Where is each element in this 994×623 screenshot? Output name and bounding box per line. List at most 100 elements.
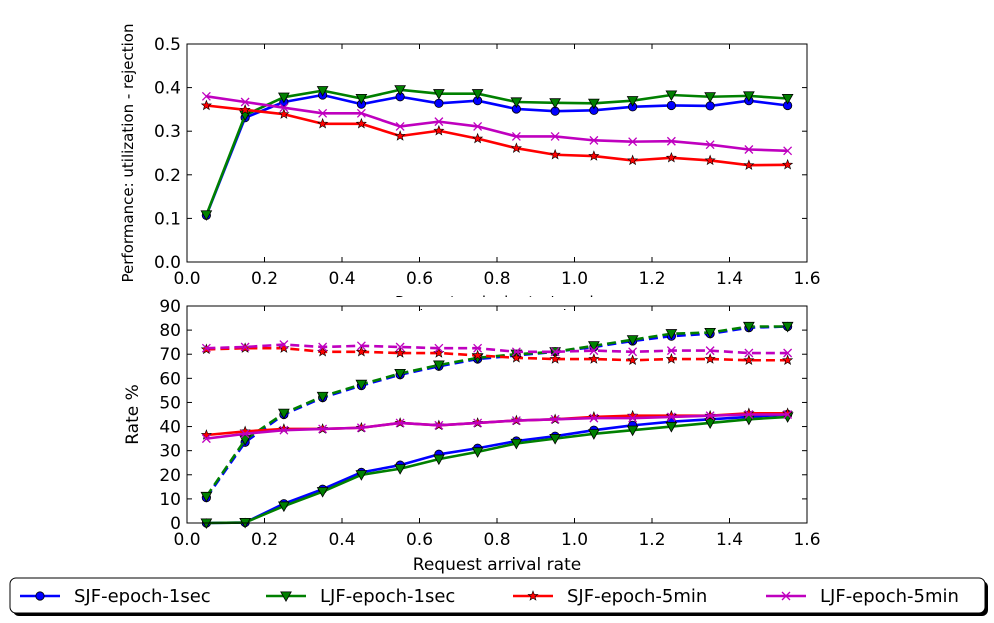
- data-point-LJF-epoch-1sec: [742, 321, 755, 333]
- data-point-LJF-epoch-5min: [705, 140, 715, 150]
- data-point-LJF-epoch-5min: [356, 108, 366, 118]
- series-group: [200, 85, 794, 221]
- data-point-LJF-epoch-5min: [395, 418, 405, 428]
- series-line-SJF-epoch-1sec-solid: [206, 413, 788, 525]
- y-tick-label: 50: [159, 393, 181, 413]
- data-point-SJF-epoch-5min: [317, 117, 329, 129]
- x-tick-label: 1.6: [793, 269, 820, 289]
- data-point-LJF-epoch-5min: [628, 137, 638, 147]
- data-point-LJF-epoch-5min: [473, 418, 483, 428]
- data-point-LJF-epoch-5min: [511, 131, 521, 141]
- legend-marker: [280, 591, 292, 603]
- data-point-LJF-epoch-5min: [201, 343, 211, 353]
- y-tick-label: 80: [159, 321, 181, 341]
- y-tick-label: 0.2: [154, 166, 181, 186]
- x-tick-label: 1.0: [561, 269, 588, 289]
- data-point-LJF-epoch-1sec: [781, 321, 794, 333]
- x-tick-label: 1.0: [561, 530, 588, 550]
- data-point-LJF-epoch-1sec: [665, 421, 678, 433]
- legend-marker: [527, 590, 539, 601]
- data-point-LJF-epoch-1sec: [742, 91, 755, 102]
- data-point-LJF-epoch-5min: [279, 340, 289, 350]
- data-point-LJF-epoch-1sec: [355, 470, 368, 481]
- data-point-SJF-epoch-5min: [782, 354, 794, 365]
- data-point-LJF-epoch-1sec: [549, 434, 562, 445]
- data-point-LJF-epoch-5min: [201, 91, 211, 101]
- data-point-SJF-epoch-5min: [355, 345, 367, 357]
- y-tick-label: 60: [159, 369, 181, 389]
- data-point-LJF-epoch-1sec: [665, 90, 678, 102]
- data-point-LJF-epoch-1sec: [277, 408, 290, 420]
- data-point-LJF-epoch-5min: [550, 347, 560, 357]
- data-point-LJF-epoch-5min: [318, 108, 328, 118]
- data-point-SJF-epoch-5min: [200, 429, 212, 440]
- x-tick-label: 0.6: [406, 530, 433, 550]
- legend-label: SJF-epoch-1sec: [74, 586, 211, 607]
- data-point-LJF-epoch-5min: [395, 342, 405, 352]
- x-tick-label: 0.6: [406, 269, 433, 289]
- data-point-LJF-epoch-1sec: [704, 327, 717, 339]
- data-point-SJF-epoch-5min: [588, 353, 600, 364]
- x-tick-label: 0.8: [483, 269, 510, 289]
- data-point-SJF-epoch-5min: [472, 132, 484, 144]
- data-point-LJF-epoch-5min: [201, 434, 211, 444]
- data-point-LJF-epoch-5min: [511, 416, 521, 425]
- data-point-LJF-epoch-5min: [473, 343, 483, 353]
- y-tick-label: 0.5: [154, 35, 181, 55]
- data-point-LJF-epoch-5min: [356, 341, 366, 351]
- data-point-SJF-epoch-5min: [743, 159, 755, 170]
- data-point-LJF-epoch-5min: [434, 420, 444, 430]
- data-point-SJF-epoch-5min: [472, 349, 484, 361]
- legend-box: [9, 577, 986, 614]
- y-tick-label: 90: [159, 297, 181, 317]
- data-point-LJF-epoch-5min: [434, 117, 444, 127]
- data-point-LJF-epoch-5min: [744, 348, 754, 358]
- data-point-LJF-epoch-5min: [511, 347, 521, 357]
- x-tick-label: 1.4: [716, 530, 743, 550]
- data-point-LJF-epoch-1sec: [200, 491, 213, 503]
- series-line-SJF-epoch-5min-solid: [206, 104, 788, 167]
- series-line-LJF-epoch-5min-solid: [206, 413, 788, 440]
- data-point-SJF-epoch-5min: [394, 347, 406, 358]
- overlap-mask: [180, 297, 820, 309]
- data-point-LJF-epoch-5min: [783, 146, 793, 156]
- data-point-SJF-epoch-5min: [704, 154, 716, 166]
- series-line-LJF-epoch-5min-solid: [206, 95, 788, 153]
- y-axis-title: Performance: utilization - rejection: [119, 24, 137, 283]
- data-point-LJF-epoch-1sec: [355, 93, 368, 105]
- data-point-LJF-epoch-5min: [434, 343, 444, 353]
- x-tick-label: 0.8: [483, 530, 510, 550]
- data-point-LJF-epoch-1sec: [316, 487, 329, 498]
- data-point-LJF-epoch-1sec: [432, 89, 445, 100]
- top-chart: 0.0 0.2 0.4 0.6 0.8 1.0 1.2 1.4 1.6 0.0 0.1 0.2 0.3 0…: [119, 24, 821, 311]
- data-point-SJF-epoch-5min: [588, 150, 600, 161]
- data-point-LJF-epoch-1sec: [587, 429, 600, 440]
- legend-label: LJF-epoch-1sec: [320, 586, 455, 607]
- data-point-SJF-epoch-5min: [510, 142, 522, 153]
- data-point-SJF-epoch-5min: [704, 353, 716, 364]
- data-point-LJF-epoch-5min: [279, 425, 289, 435]
- data-point-SJF-epoch-5min: [627, 154, 639, 166]
- y-tick-label: 0.0: [154, 253, 181, 273]
- data-point-LJF-epoch-1sec: [200, 210, 213, 221]
- data-point-LJF-epoch-1sec: [316, 391, 329, 403]
- data-point-LJF-epoch-1sec: [277, 92, 290, 104]
- data-point-SJF-epoch-5min: [782, 158, 794, 170]
- data-point-SJF-epoch-5min: [278, 342, 290, 353]
- data-point-LJF-epoch-5min: [744, 145, 754, 154]
- data-point-SJF-epoch-5min: [278, 108, 290, 119]
- data-point-LJF-epoch-1sec: [626, 96, 639, 107]
- y-tick-label: 20: [159, 466, 181, 486]
- legend-label: SJF-epoch-5min: [567, 586, 707, 607]
- series-line-SJF-epoch-1sec-dashed: [205, 325, 788, 499]
- data-point-LJF-epoch-1sec: [665, 329, 678, 340]
- series-line-LJF-epoch-1sec-solid: [206, 415, 788, 525]
- series-line-LJF-epoch-5min-dashed: [206, 343, 788, 355]
- y-tick-label: 30: [159, 442, 181, 462]
- series-group: [200, 321, 794, 530]
- y-tick-label: 40: [159, 418, 181, 438]
- data-point-LJF-epoch-5min: [705, 411, 715, 421]
- data-point-SJF-epoch-5min: [355, 117, 367, 129]
- data-point-LJF-epoch-1sec: [432, 360, 445, 372]
- legend: SJF-epoch-1sec LJF-epoch-1sec SJF-epoch-5m…: [9, 577, 988, 616]
